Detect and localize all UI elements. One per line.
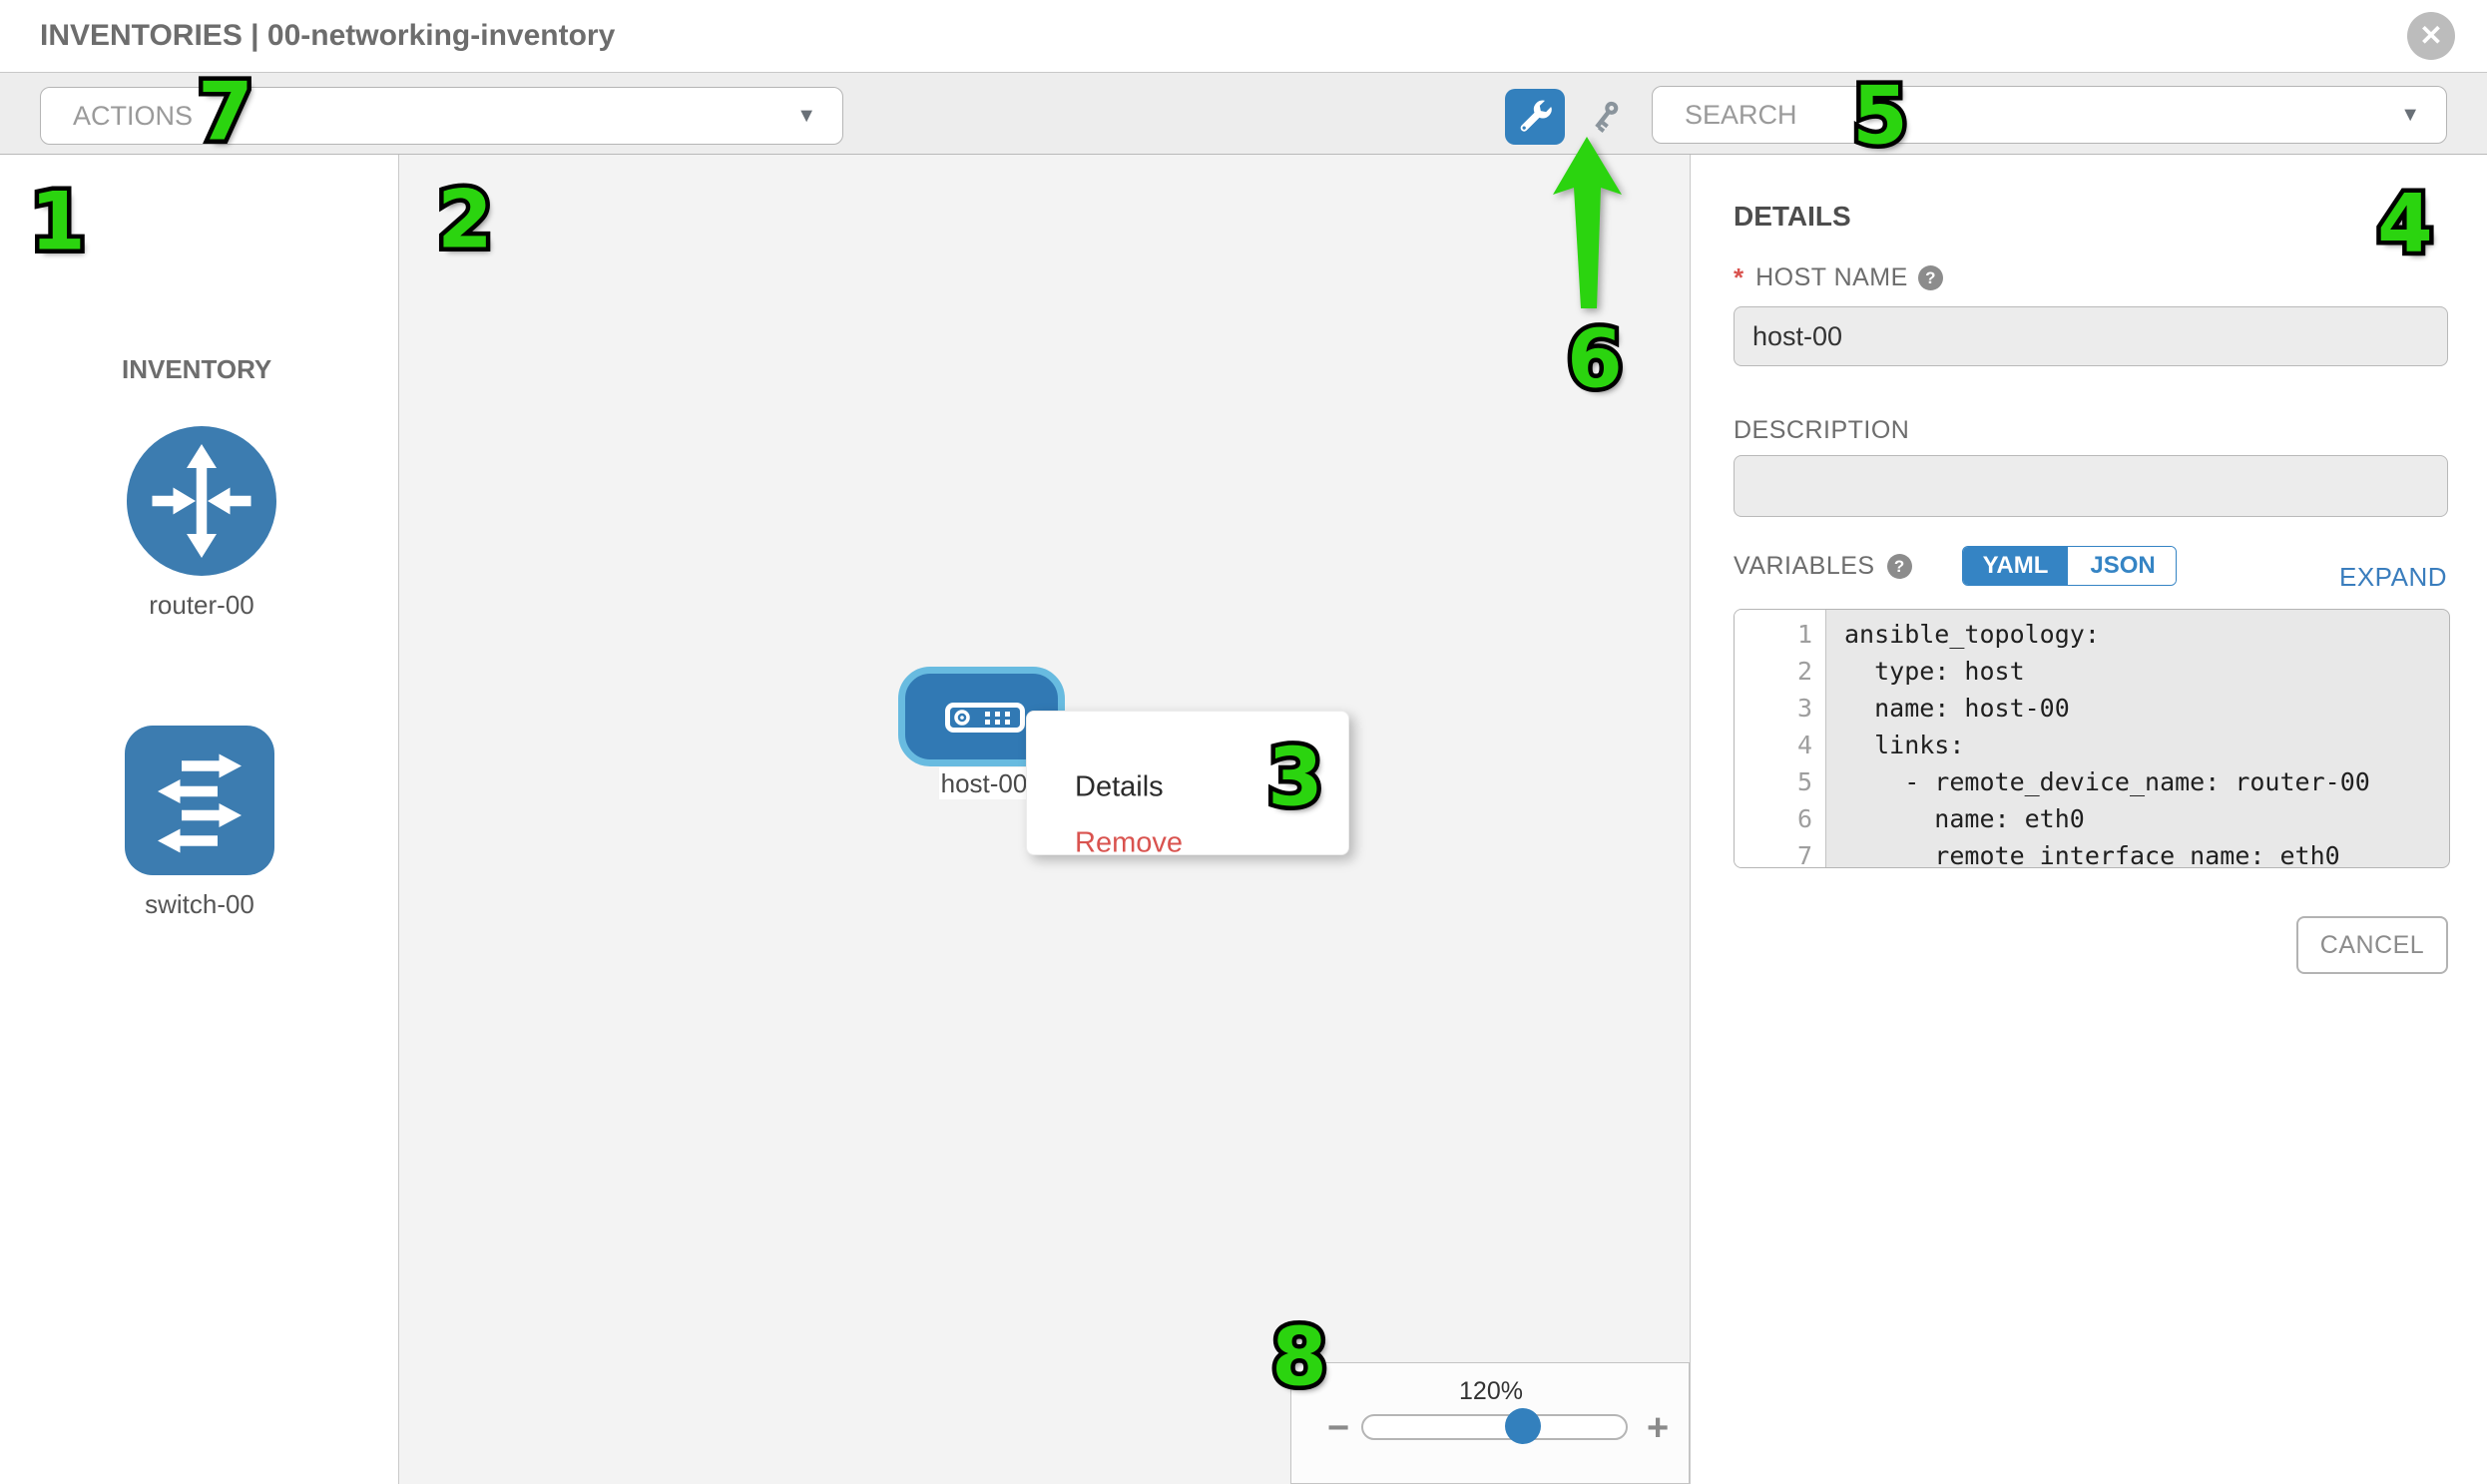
expand-link[interactable]: EXPAND	[2339, 562, 2447, 592]
menu-item-remove[interactable]: Remove	[1075, 826, 1183, 859]
variables-label-row: VARIABLES ? YAML JSON	[1734, 546, 2177, 586]
annotation-marker-3: 3	[1263, 727, 1328, 828]
host-node-label: host-00	[939, 767, 1029, 799]
variables-format-toggle: YAML JSON	[1961, 546, 2177, 586]
topology-canvas[interactable]: host-00 Details Remove 120% − +	[399, 155, 1690, 1484]
chevron-down-icon: ▼	[796, 105, 816, 127]
hostname-label-row: * HOST NAME ?	[1734, 262, 1943, 293]
zoom-control: 120% − +	[1290, 1362, 1690, 1484]
variables-label: VARIABLES	[1734, 551, 1875, 580]
annotation-marker-5: 5	[1848, 65, 1913, 167]
zoom-slider-track[interactable]	[1361, 1408, 1628, 1444]
router-icon	[127, 426, 276, 576]
search-placeholder: SEARCH	[1685, 100, 1797, 130]
details-panel: DETAILS * HOST NAME ? DESCRIPTION VARIAB…	[1690, 155, 2487, 1484]
editor-line: 7 remote_interface_name: eth0	[1796, 841, 2340, 868]
help-icon[interactable]: ?	[1917, 265, 1943, 290]
node-context-menu: Details Remove	[1026, 711, 1349, 859]
description-label: DESCRIPTION	[1734, 416, 1910, 444]
palette-item-switch[interactable]: switch-00	[100, 726, 299, 920]
editor-line: 6 name: eth0	[1796, 804, 2085, 833]
details-heading: DETAILS	[1734, 201, 1851, 232]
annotation-marker-7: 7	[194, 61, 258, 163]
page-title: INVENTORIES | 00-networking-inventory	[40, 19, 616, 52]
annotation-marker-6: 6	[1563, 308, 1628, 410]
tools-button[interactable]	[1505, 89, 1565, 145]
help-icon[interactable]: ?	[1886, 553, 1912, 579]
zoom-level-readout: 120%	[1459, 1377, 1523, 1405]
close-icon[interactable]: ✕	[2407, 12, 2455, 60]
palette-item-router[interactable]: router-00	[102, 426, 301, 621]
toggle-json[interactable]: JSON	[2068, 547, 2176, 585]
variables-code-editor[interactable]: 1 ansible_topology: 2 type: host 3 name: …	[1734, 609, 2450, 868]
annotation-arrow-up	[1542, 133, 1634, 317]
actions-dropdown[interactable]: ACTIONS ▼	[40, 87, 843, 145]
menu-item-details[interactable]: Details	[1075, 770, 1164, 803]
description-input[interactable]	[1734, 455, 2448, 517]
toolbar: ACTIONS ▼ SEARCH	[0, 72, 2487, 155]
zoom-in-button[interactable]: +	[1647, 1407, 1670, 1449]
annotation-marker-2: 2	[433, 169, 498, 270]
editor-line: 5 - remote_device_name: router-00	[1796, 767, 2370, 796]
editor-line: 3 name: host-00	[1796, 694, 2070, 723]
palette-item-label: router-00	[149, 590, 254, 620]
toggle-yaml[interactable]: YAML	[1962, 547, 2069, 585]
editor-line-number-gutter	[1735, 610, 1826, 867]
palette-item-label: switch-00	[145, 889, 254, 919]
editor-line: 4 links:	[1796, 731, 1965, 759]
required-marker: *	[1734, 262, 1744, 292]
zoom-out-button[interactable]: −	[1327, 1407, 1350, 1449]
cancel-button[interactable]: CANCEL	[2296, 916, 2448, 974]
annotation-marker-1: 1	[26, 171, 91, 272]
key-icon[interactable]	[1585, 99, 1625, 135]
search-dropdown[interactable]: SEARCH ▼	[1652, 86, 2447, 144]
switch-icon	[125, 726, 274, 875]
annotation-marker-4: 4	[2373, 173, 2438, 274]
inventory-heading: INVENTORY	[122, 354, 272, 384]
chevron-down-icon: ▼	[2400, 104, 2420, 126]
hostname-input[interactable]	[1734, 306, 2448, 366]
annotation-marker-8: 8	[1267, 1306, 1332, 1408]
hostname-label: HOST NAME	[1755, 263, 1908, 291]
actions-dropdown-placeholder: ACTIONS	[73, 101, 194, 131]
editor-line: 2 type: host	[1796, 657, 2025, 686]
window-header: INVENTORIES | 00-networking-inventory ✕	[0, 0, 2487, 72]
inventory-palette-sidebar: INVENTORY router-00	[0, 155, 399, 1484]
zoom-slider-knob[interactable]	[1505, 1408, 1541, 1444]
editor-line: 1 ansible_topology:	[1796, 620, 2100, 649]
